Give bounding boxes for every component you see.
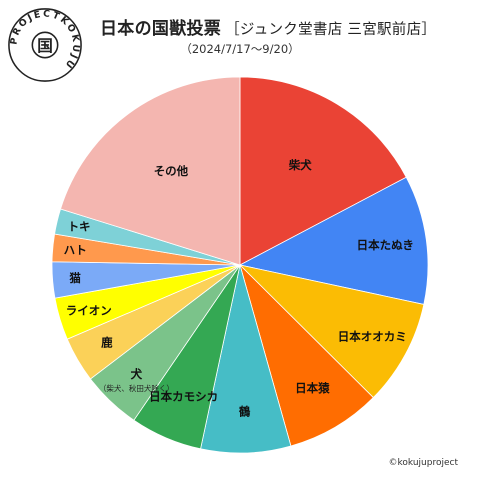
- slice-label-11: ハト: [64, 243, 87, 257]
- pie-slices: [51, 76, 429, 454]
- slice-label-7: 犬: [131, 367, 143, 381]
- slice-label-4: 日本猿: [295, 381, 330, 395]
- slice-label-1: 柴犬: [288, 158, 312, 172]
- slice-label-6: 日本カモシカ: [149, 389, 218, 403]
- pie-slice-4: [239, 263, 374, 447]
- slice-label-8: 鹿: [101, 336, 113, 350]
- slice-label-3: 日本オオカミ: [338, 330, 407, 344]
- pie-slice-13: [60, 76, 241, 266]
- slice-label-9: ライオン: [66, 303, 112, 317]
- slice-label-2: 日本たぬき: [357, 238, 414, 252]
- slice-label-12: トキ: [68, 220, 91, 234]
- chart-title-store: ［ジュンク堂書店 三宮駅前店］: [225, 22, 437, 38]
- chart-title: 日本の国獣投票 ［ジュンク堂書店 三宮駅前店］: [100, 14, 470, 39]
- chart-title-main: 日本の国獣投票: [100, 19, 222, 39]
- slice-label-13: その他: [154, 164, 189, 178]
- logo-center-char: 国: [37, 37, 53, 55]
- slice-label-5: 鶴: [239, 405, 251, 419]
- slice-label-10: 猫: [69, 271, 81, 285]
- copyright-text: ©kokujuproject: [388, 458, 458, 468]
- pie-slice-2: [238, 176, 429, 305]
- slice-annotation-7: （柴犬、秋田犬除く）: [99, 383, 174, 393]
- kokuju-logo: PROJECTKOKUJU 国: [8, 8, 82, 82]
- pie-slice-1: [239, 76, 407, 266]
- chart-period: （2024/7/17〜9/20）: [180, 42, 300, 56]
- pie-slice-3: [238, 264, 425, 399]
